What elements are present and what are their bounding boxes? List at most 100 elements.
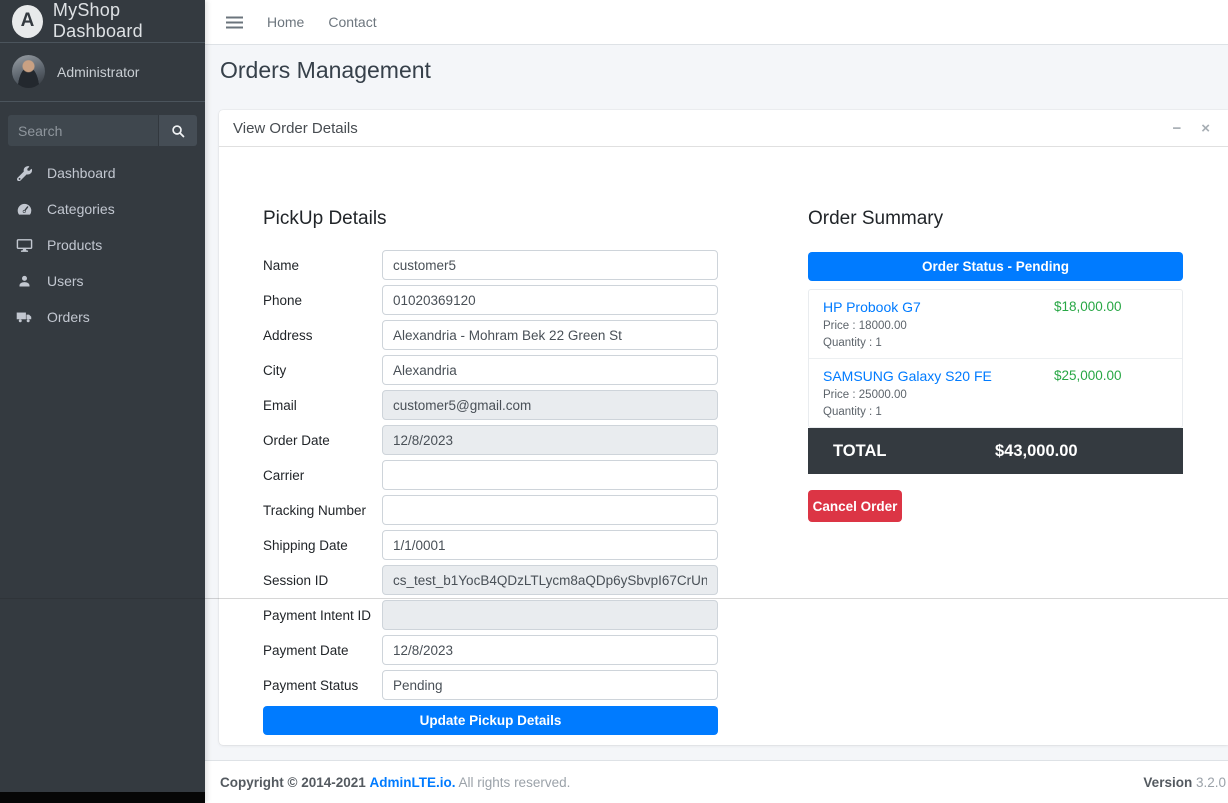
version-label: Version [1143,774,1193,790]
form-row: Phone [263,285,718,315]
sidebar-item-label: Categories [47,201,115,217]
version-value: 3.2.0 [1195,774,1226,790]
order-item-price: Price : 18000.00 [823,320,907,332]
order-item-price: Price : 25000.00 [823,389,907,401]
field-payment-status[interactable] [382,670,718,700]
sidebar-item-orders[interactable]: Orders [0,299,205,335]
order-item-quantity: Quantity : 1 [823,337,882,349]
pickup-form: Name Phone Address City Email Order Date… [263,250,718,700]
order-items-list: HP Probook G7 $18,000.00 Price : 18000.0… [808,289,1183,428]
hamburger-icon [226,16,243,28]
field-carrier[interactable] [382,460,718,490]
order-item: HP Probook G7 $18,000.00 Price : 18000.0… [809,290,1182,358]
search-input[interactable] [8,115,158,146]
sidebar-item-products[interactable]: Products [0,227,205,263]
form-row: Tracking Number [263,495,718,525]
form-field-label: Tracking Number [263,502,367,518]
field-order-date[interactable] [382,425,718,455]
tachometer-icon [14,201,35,218]
copyright-text: Copyright © 2014-2021 AdminLTE.io. All r… [220,775,570,790]
sidebar-item-label: Products [47,237,103,253]
brand-title: MyShop Dashboard [52,0,143,41]
user-panel: Administrator [0,43,205,102]
field-city[interactable] [382,355,718,385]
user-icon [14,274,35,289]
field-phone[interactable] [382,285,718,315]
order-total-row: TOTAL $43,000.00 [808,428,1183,474]
pickup-details-heading: PickUp Details [263,208,387,229]
form-field-label: City [263,362,287,378]
form-field-label: Payment Status [263,677,359,693]
form-field-label: Name [263,257,300,273]
form-row: Session ID [263,565,718,595]
form-row: Payment Date [263,635,718,665]
form-row: Address [263,320,718,350]
form-row: Name [263,250,718,280]
search-icon [172,124,185,137]
close-button[interactable]: × [1201,119,1210,137]
brand-header[interactable]: A MyShop Dashboard [0,0,205,43]
sidebar-item-dashboard[interactable]: Dashboard [0,155,205,191]
order-item: SAMSUNG Galaxy S20 FE $25,000.00 Price :… [809,358,1182,427]
form-field-label: Email [263,397,297,413]
order-item-name-link[interactable]: HP Probook G7 [823,299,921,315]
desktop-icon [14,237,35,254]
order-status-banner: Order Status - Pending [808,252,1183,281]
form-field-label: Carrier [263,467,305,483]
minimize-button[interactable]: − [1172,119,1182,137]
sidebar-toggle-button[interactable] [226,15,243,30]
user-name-link[interactable]: Administrator [57,63,140,80]
sidebar-item-categories[interactable]: Categories [0,191,205,227]
form-field-label: Shipping Date [263,537,348,553]
search-button[interactable] [158,115,197,146]
order-item-amount: $25,000.00 [1054,368,1122,383]
order-item-name-link[interactable]: SAMSUNG Galaxy S20 FE [823,368,992,384]
field-shipping-date[interactable] [382,530,718,560]
field-payment-intent-id[interactable] [382,600,718,630]
form-row: Email [263,390,718,420]
sidebar-item-users[interactable]: Users [0,263,205,299]
field-address[interactable] [382,320,718,350]
nav-link-home[interactable]: Home [267,14,305,30]
field-email[interactable] [382,390,718,420]
sidebar-search [8,115,197,146]
form-row: Carrier [263,460,718,490]
order-summary-section: Order Summary Order Status - Pending HP … [808,207,1183,522]
field-name[interactable] [382,250,718,280]
card-tools: − × [1170,119,1212,138]
sidebar: A MyShop Dashboard Administrator Dashboa… [0,0,205,803]
user-avatar [12,55,45,88]
form-row: Payment Status [263,670,718,700]
form-row: Payment Intent ID [263,600,718,630]
sidebar-bottom-strip [0,792,205,803]
nav-link-contact[interactable]: Contact [328,14,377,30]
view-order-details-card: View Order Details − × PickUp Details Na… [219,110,1228,745]
adminlte-link[interactable]: AdminLTE.io. [369,774,456,790]
truck-icon [14,309,35,326]
sidebar-item-label: Users [47,273,84,289]
sidebar-item-label: Orders [47,309,90,325]
sidebar-item-label: Dashboard [47,165,116,181]
card-title: View Order Details [233,119,358,137]
total-amount: $43,000.00 [995,441,1078,460]
field-payment-date[interactable] [382,635,718,665]
form-field-label: Payment Intent ID [263,607,372,623]
card-body: PickUp Details Name Phone Address City E… [219,147,1228,744]
total-label: TOTAL [833,441,887,460]
form-field-label: Session ID [263,572,329,588]
top-navbar: Home Contact [205,0,1228,45]
form-row: Order Date [263,425,718,455]
copyright-years: Copyright © 2014-2021 [220,774,366,790]
order-item-amount: $18,000.00 [1054,299,1122,314]
rights-text: All rights reserved. [458,774,571,790]
wrench-icon [14,165,35,181]
update-pickup-details-button[interactable]: Update Pickup Details [263,706,718,735]
cancel-order-button[interactable]: Cancel Order [808,490,902,522]
form-field-label: Payment Date [263,642,349,658]
order-item-quantity: Quantity : 1 [823,406,882,418]
field-tracking-number[interactable] [382,495,718,525]
card-header: View Order Details − × [219,110,1228,147]
field-session-id[interactable] [382,565,718,595]
adminlte-logo-icon: A [12,4,43,38]
